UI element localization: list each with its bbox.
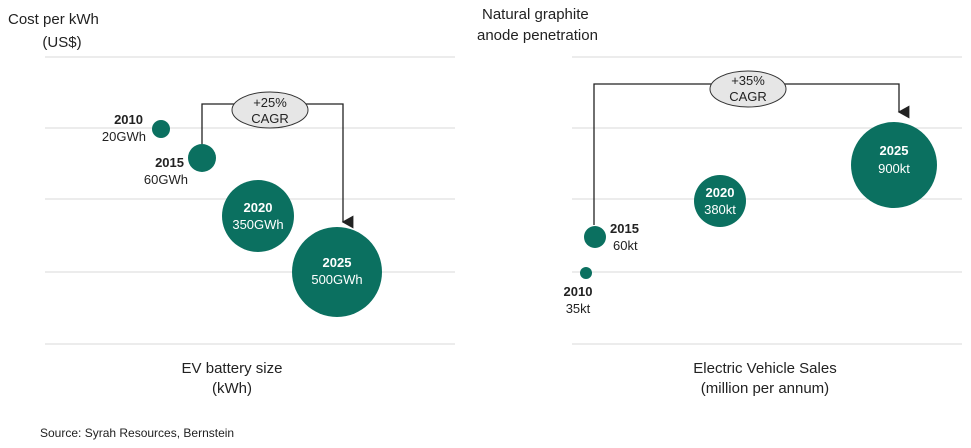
left-cagr-badge [231, 91, 309, 129]
left-label-2025-year: 2025 [323, 255, 352, 270]
left-bubble-2015 [188, 144, 216, 172]
right-label-2015-year: 2015 [610, 221, 639, 236]
right-cagr-line-1: +35% [731, 73, 765, 88]
right-label-2015-value: 60kt [613, 238, 638, 253]
left-bubble-2010 [152, 120, 170, 138]
right-chart: Natural graphite anode penetration Elect… [477, 6, 962, 397]
right-bubble-2015 [584, 226, 606, 248]
right-label-2010-year: 2010 [564, 284, 593, 299]
left-cagr-line-1: +25% [253, 95, 287, 110]
left-label-2010-value: 20GWh [102, 129, 146, 144]
right-xlabel-line-2: (million per annum) [701, 380, 829, 397]
left-ylabel-line-1: Cost per kWh [8, 11, 99, 28]
left-xlabel-line-2: (kWh) [212, 380, 252, 397]
left-bubble-2025 [292, 227, 382, 317]
right-bubble-2025 [851, 122, 937, 208]
right-cagr-line-2: CAGR [729, 89, 767, 104]
left-label-2010-year: 2010 [114, 112, 143, 127]
right-label-2010-value: 35kt [566, 301, 591, 316]
right-bubble-2010 [580, 267, 592, 279]
left-label-2015-value: 60GWh [144, 172, 188, 187]
left-xlabel-line-1: EV battery size [182, 360, 283, 377]
left-ylabel-line-2: (US$) [42, 34, 81, 51]
left-cagr-line-2: CAGR [251, 111, 289, 126]
left-label-2015-year: 2015 [155, 155, 184, 170]
left-chart: Cost per kWh (US$) EV battery size (kWh)… [8, 11, 455, 397]
right-bubble-2020 [694, 175, 746, 227]
right-cagr-badge [709, 70, 787, 108]
right-label-2025-year: 2025 [880, 143, 909, 158]
right-label-2025-value: 900kt [878, 161, 910, 176]
left-label-2020-year: 2020 [244, 200, 273, 215]
left-label-2025-value: 500GWh [311, 272, 362, 287]
left-bubble-2020 [222, 180, 294, 252]
right-xlabel-line-1: Electric Vehicle Sales [693, 360, 836, 377]
source-note: Source: Syrah Resources, Bernstein [40, 426, 235, 440]
right-ylabel-line-1: Natural graphite [482, 6, 589, 23]
right-ylabel-line-2: anode penetration [477, 27, 598, 44]
left-label-2020-value: 350GWh [232, 217, 283, 232]
right-label-2020-year: 2020 [706, 185, 735, 200]
right-label-2020-value: 380kt [704, 202, 736, 217]
